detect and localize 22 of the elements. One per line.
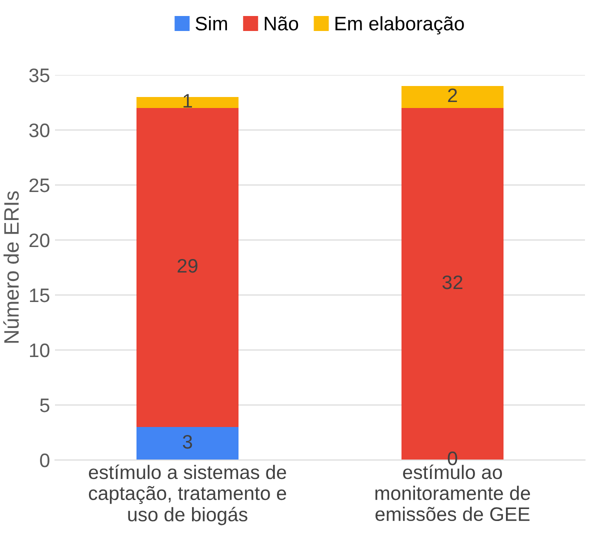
y-tick-label: 30 xyxy=(29,123,50,138)
y-tick-label: 15 xyxy=(30,288,50,302)
y-tick-label: 20 xyxy=(29,233,50,248)
data-label: 32 xyxy=(442,275,462,290)
y-tick-label: 5 xyxy=(40,398,50,412)
y-axis-title: Número de ERIs xyxy=(3,191,19,343)
x-tick-label: estímulo ao monitoramente de emissões de GEE xyxy=(375,464,530,522)
x-tick-label: estímulo a sistemas de captação, tratamento e uso de biogás xyxy=(88,464,286,526)
data-label: 3 xyxy=(182,434,192,449)
y-tick-label: 10 xyxy=(30,343,50,358)
legend-label: Em elaboração xyxy=(336,16,464,34)
bar xyxy=(401,86,504,108)
data-label: 29 xyxy=(178,258,198,273)
y-tick-label: 0 xyxy=(40,453,50,468)
legend-label: Não xyxy=(264,16,298,30)
bar xyxy=(136,108,239,427)
data-label: 2 xyxy=(448,88,457,102)
bar xyxy=(136,427,239,460)
data-label: 1 xyxy=(184,94,192,108)
y-tick-label: 35 xyxy=(29,68,50,82)
legend-label: Sim xyxy=(196,16,227,30)
y-tick-label: 25 xyxy=(29,178,50,192)
